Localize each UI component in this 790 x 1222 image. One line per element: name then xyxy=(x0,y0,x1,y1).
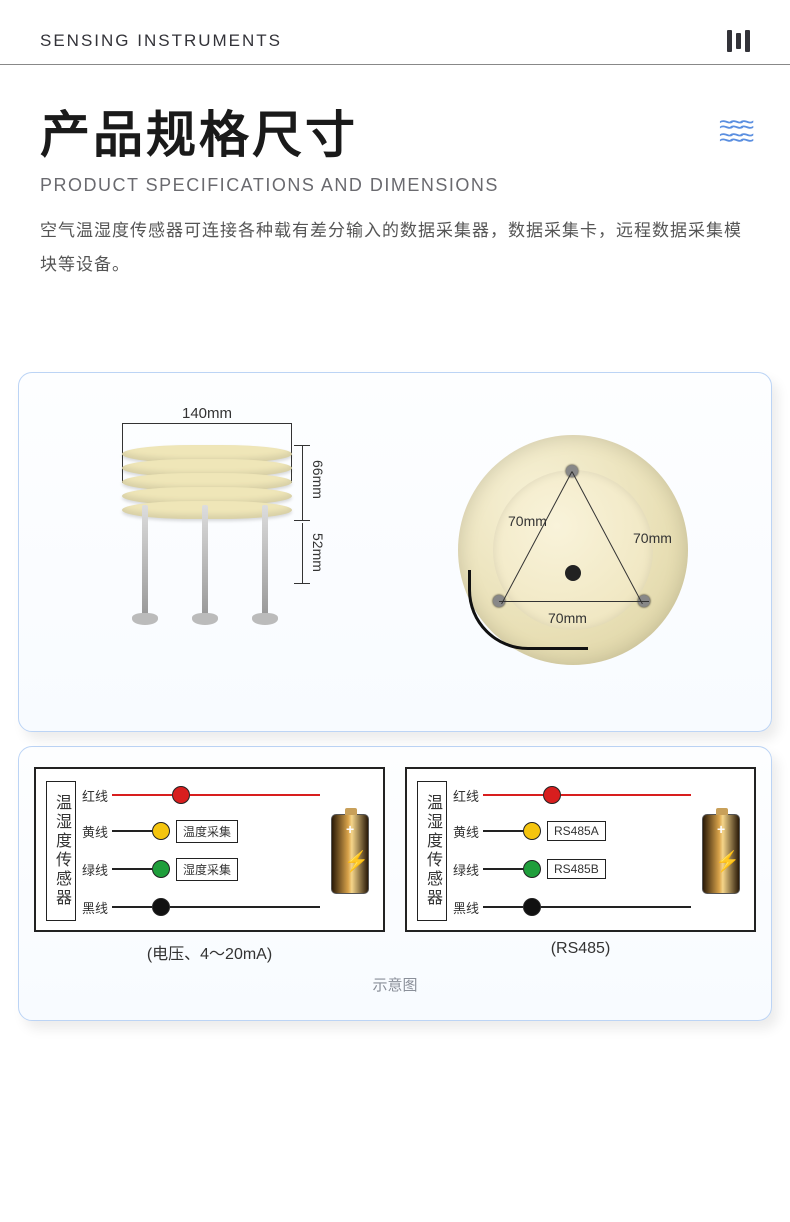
dim-edge-1: 70mm xyxy=(508,513,547,529)
brand-label: SENSING INSTRUMENTS xyxy=(40,31,282,51)
dim-width: 140mm xyxy=(122,405,292,422)
dimensions-card: 140mm 66mm 52mm 70mm 70mm 70mm xyxy=(18,372,772,732)
sensor-block-b: 温湿度传感器 xyxy=(417,781,447,921)
wiring-diagram-b: 温湿度传感器 红线 黄线 RS485A 绿线 RS485 xyxy=(405,767,756,932)
yellow-tag-a: 温度采集 xyxy=(176,820,238,843)
wiring-caption-a: (电压、4～20mA) xyxy=(34,940,385,964)
wiring-footer: 示意图 xyxy=(34,974,756,995)
brand-icon xyxy=(727,30,750,52)
wiring-caption-b: (RS485) xyxy=(405,940,756,958)
page-subtitle: PRODUCT SPECIFICATIONS AND DIMENSIONS xyxy=(0,167,790,196)
dim-edge-2: 70mm xyxy=(633,530,672,546)
wave-icon: ≈≈≈≈≈≈ xyxy=(719,118,750,144)
battery-icon: +⚡ xyxy=(702,814,740,894)
title-row: 产品规格尺寸 ≈≈≈≈≈≈ xyxy=(0,85,790,167)
dim-height-top: 66mm xyxy=(310,460,326,499)
yellow-tag-b: RS485A xyxy=(547,821,606,841)
battery-icon: +⚡ xyxy=(331,814,369,894)
side-view-diagram: 140mm 66mm 52mm xyxy=(72,405,372,705)
page-title: 产品规格尺寸 xyxy=(40,95,358,167)
wiring-card: 温湿度传感器 红线 黄线 温度采集 绿线 湿度采集 xyxy=(18,746,772,1021)
sensor-block-a: 温湿度传感器 xyxy=(46,781,76,921)
wiring-diagram-a: 温湿度传感器 红线 黄线 温度采集 绿线 湿度采集 xyxy=(34,767,385,932)
top-view-diagram: 70mm 70mm 70mm xyxy=(438,415,718,695)
green-tag-a: 湿度采集 xyxy=(176,858,238,881)
page-description: 空气温湿度传感器可连接各种载有差分输入的数据采集器，数据采集卡，远程数据采集模块… xyxy=(0,196,790,282)
page-header: SENSING INSTRUMENTS xyxy=(0,0,790,65)
green-tag-b: RS485B xyxy=(547,859,606,879)
dim-height-bottom: 52mm xyxy=(310,533,326,572)
